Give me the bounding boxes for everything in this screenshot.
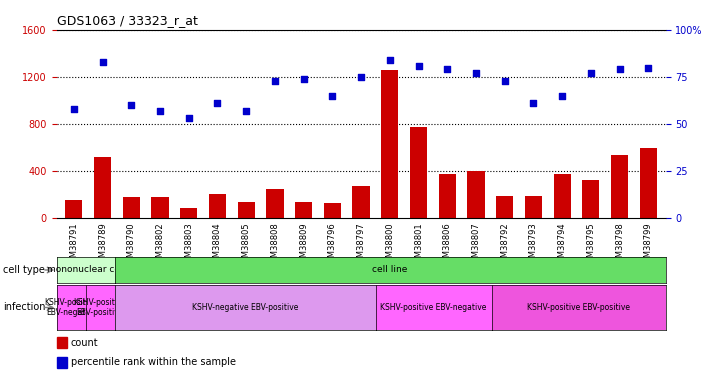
Point xyxy=(614,66,625,72)
Text: KSHV-negative EBV-positive: KSHV-negative EBV-positive xyxy=(192,303,298,312)
Point xyxy=(556,93,568,99)
Bar xyxy=(57,357,67,368)
Bar xyxy=(122,197,140,217)
Point xyxy=(241,108,252,114)
Bar xyxy=(57,337,67,348)
Point xyxy=(326,93,338,99)
Point xyxy=(413,63,424,69)
Bar xyxy=(152,197,169,217)
Point xyxy=(586,70,597,76)
Bar xyxy=(209,194,226,217)
Point xyxy=(269,78,280,84)
Bar xyxy=(611,155,628,218)
Bar xyxy=(467,171,484,217)
Text: mononuclear cell: mononuclear cell xyxy=(47,266,125,274)
Point xyxy=(442,66,453,72)
Point xyxy=(298,76,309,82)
Bar xyxy=(496,196,513,217)
Point xyxy=(355,74,367,80)
Bar xyxy=(180,208,198,218)
Bar xyxy=(295,202,312,217)
Text: cell type: cell type xyxy=(3,265,45,275)
Bar xyxy=(94,157,111,218)
Text: KSHV-positive
EBV-negative: KSHV-positive EBV-negative xyxy=(45,298,98,317)
Point xyxy=(384,57,396,63)
Bar xyxy=(410,127,427,218)
Point xyxy=(212,100,223,106)
Bar xyxy=(439,174,456,217)
Bar xyxy=(324,203,341,217)
Text: KSHV-positive EBV-negative: KSHV-positive EBV-negative xyxy=(380,303,487,312)
Bar xyxy=(525,196,542,217)
Bar xyxy=(65,200,83,217)
Bar xyxy=(266,189,283,217)
Bar xyxy=(381,70,399,217)
Text: percentile rank within the sample: percentile rank within the sample xyxy=(71,357,236,368)
Text: infection: infection xyxy=(3,303,45,312)
Point xyxy=(97,59,108,65)
Point xyxy=(183,115,195,121)
Point xyxy=(68,106,79,112)
Bar xyxy=(554,174,571,217)
Bar xyxy=(353,186,370,218)
Bar xyxy=(582,180,600,218)
Text: KSHV-positive
EBV-positive: KSHV-positive EBV-positive xyxy=(74,298,127,317)
Text: count: count xyxy=(71,338,98,348)
Point xyxy=(470,70,481,76)
Bar xyxy=(639,148,657,217)
Text: GDS1063 / 33323_r_at: GDS1063 / 33323_r_at xyxy=(57,15,198,27)
Point xyxy=(125,102,137,108)
Point xyxy=(499,78,510,84)
Bar xyxy=(238,202,255,217)
Point xyxy=(154,108,166,114)
Text: cell line: cell line xyxy=(372,266,408,274)
Point xyxy=(527,100,539,106)
Text: KSHV-positive EBV-positive: KSHV-positive EBV-positive xyxy=(527,303,630,312)
Point xyxy=(643,64,654,70)
